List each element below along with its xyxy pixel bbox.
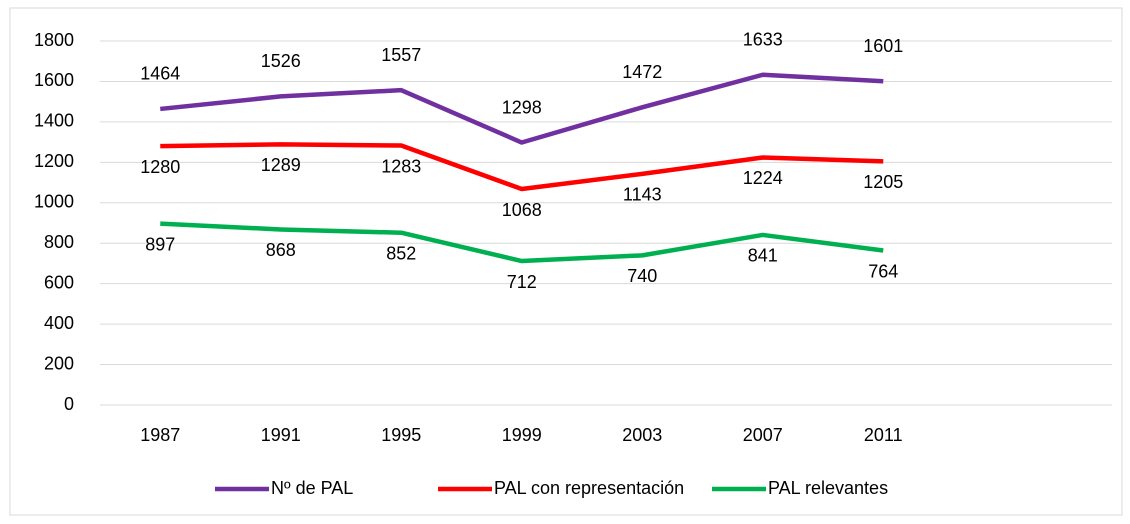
data-label: 764 [868, 261, 898, 281]
x-tick-label: 2011 [864, 425, 903, 445]
data-label: 897 [145, 234, 175, 254]
legend-label: PAL relevantes [768, 478, 888, 498]
y-tick-label: 1400 [34, 111, 74, 131]
legend-label: Nº de PAL [271, 478, 353, 498]
x-tick-label: 1995 [381, 425, 421, 445]
data-label: 1068 [502, 200, 542, 220]
data-label: 1464 [140, 64, 180, 84]
chart-border [9, 7, 1123, 516]
x-tick-label: 1991 [261, 425, 301, 445]
y-tick-label: 1800 [34, 30, 74, 50]
y-tick-label: 1000 [34, 192, 74, 212]
y-tick-label: 600 [44, 272, 74, 292]
x-tick-label: 1999 [502, 425, 542, 445]
data-label: 712 [507, 272, 537, 292]
data-label: 852 [386, 243, 416, 263]
x-tick-label: 2007 [743, 425, 783, 445]
y-tick-label: 200 [44, 353, 74, 373]
y-tick-label: 800 [44, 232, 74, 252]
data-label: 1298 [502, 97, 542, 117]
data-label: 1280 [140, 157, 180, 177]
data-label: 1224 [743, 168, 783, 188]
x-tick-label: 2003 [622, 425, 662, 445]
y-tick-label: 1600 [34, 70, 74, 90]
series-line [160, 72, 884, 145]
data-label: 1557 [381, 45, 421, 65]
legend-label: PAL con representación [494, 478, 684, 498]
data-label: 740 [627, 266, 657, 286]
data-label: 1205 [863, 172, 903, 192]
data-label: 1283 [381, 156, 421, 176]
series-line [160, 221, 884, 264]
data-label: 1472 [622, 62, 662, 82]
data-label: 868 [266, 240, 296, 260]
data-label: 1601 [863, 36, 903, 56]
data-label: 1633 [743, 30, 783, 50]
y-tick-label: 0 [64, 394, 74, 414]
series-line [160, 142, 884, 192]
data-label: 1289 [261, 155, 301, 175]
y-tick-label: 1200 [34, 151, 74, 171]
data-label: 841 [748, 246, 778, 266]
data-label: 1143 [623, 185, 662, 205]
x-tick-label: 1987 [140, 425, 180, 445]
y-tick-label: 400 [44, 313, 74, 333]
data-label: 1526 [261, 51, 301, 71]
